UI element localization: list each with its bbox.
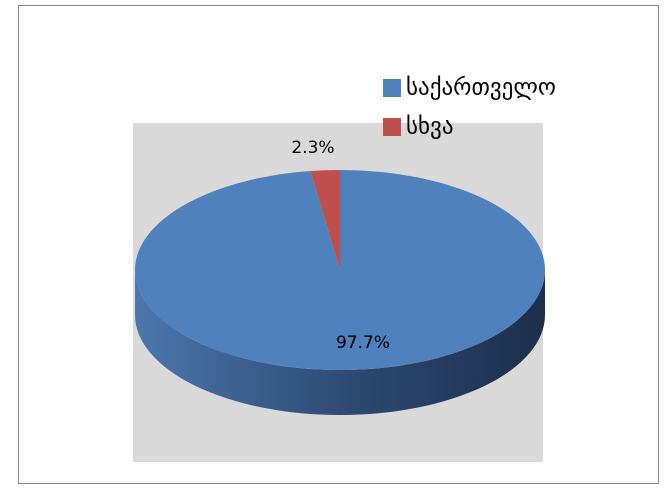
- pie-side: [135, 270, 545, 415]
- pie-slice: [310, 170, 340, 270]
- legend-swatch: [383, 118, 401, 136]
- legend-label: სხვა: [406, 114, 454, 140]
- legend-swatch: [383, 79, 401, 97]
- data-label: 2.3%: [291, 138, 334, 158]
- legend-label: საქართველო: [406, 75, 556, 101]
- data-label: 97.7%: [336, 333, 390, 353]
